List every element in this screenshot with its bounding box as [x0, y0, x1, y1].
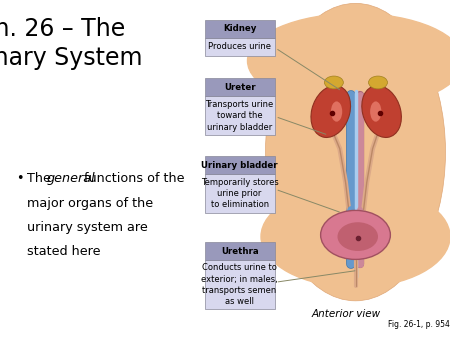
Text: Fig. 26-1, p. 954: Fig. 26-1, p. 954	[387, 319, 450, 329]
Text: major organs of the: major organs of the	[27, 197, 153, 210]
Ellipse shape	[338, 222, 378, 251]
Text: stated here: stated here	[27, 245, 100, 258]
Ellipse shape	[331, 101, 342, 122]
Ellipse shape	[266, 3, 446, 301]
Text: Produces urine: Produces urine	[208, 42, 271, 51]
Text: •: •	[16, 172, 23, 185]
Text: Urethra: Urethra	[221, 247, 258, 256]
Text: Temporarily stores
urine prior
to elimination: Temporarily stores urine prior to elimin…	[201, 177, 279, 210]
FancyBboxPatch shape	[205, 38, 274, 56]
Ellipse shape	[284, 110, 428, 194]
Text: Urinary bladder: Urinary bladder	[201, 161, 278, 170]
FancyBboxPatch shape	[205, 96, 274, 135]
Text: Ch. 26 – The
Urinary System: Ch. 26 – The Urinary System	[0, 17, 143, 70]
Text: general: general	[47, 172, 95, 185]
Ellipse shape	[261, 186, 450, 287]
Ellipse shape	[369, 76, 387, 89]
Text: functions of the: functions of the	[80, 172, 184, 185]
Ellipse shape	[324, 76, 343, 89]
Text: Transports urine
toward the
urinary bladder: Transports urine toward the urinary blad…	[206, 100, 274, 132]
FancyBboxPatch shape	[205, 20, 274, 38]
Text: urinary system are: urinary system are	[27, 221, 148, 234]
Text: Conducts urine to
exterior; in males,
transports semen
as well: Conducts urine to exterior; in males, tr…	[201, 263, 278, 307]
Text: The: The	[27, 172, 55, 185]
Ellipse shape	[370, 101, 382, 122]
FancyBboxPatch shape	[205, 78, 274, 96]
FancyBboxPatch shape	[205, 242, 274, 260]
FancyBboxPatch shape	[205, 260, 274, 309]
FancyBboxPatch shape	[205, 156, 274, 174]
Ellipse shape	[248, 14, 450, 108]
Ellipse shape	[362, 86, 401, 138]
Text: Anterior view: Anterior view	[312, 309, 381, 319]
Bar	[333, 10, 378, 44]
FancyBboxPatch shape	[205, 174, 274, 213]
Ellipse shape	[311, 86, 351, 138]
Ellipse shape	[320, 210, 391, 260]
Text: Ureter: Ureter	[224, 83, 256, 92]
Text: Kidney: Kidney	[223, 24, 256, 33]
